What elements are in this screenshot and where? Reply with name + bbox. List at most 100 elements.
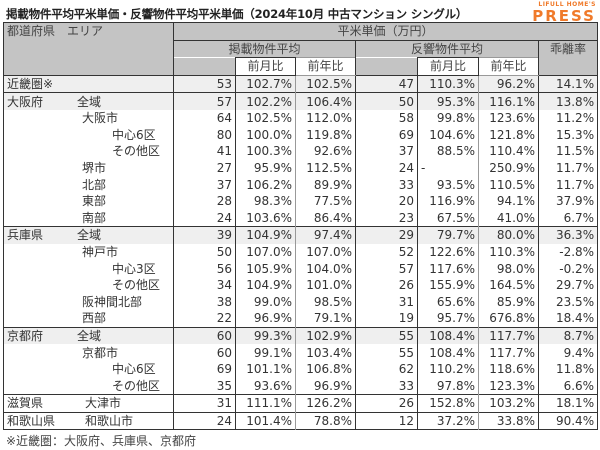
response-price-cell: 55 (355, 344, 418, 361)
table-row: 中心3区 56 105.9% 104.0% 57 117.6% 98.0% -0.2% (4, 260, 598, 277)
header-area: 都道府県 エリア (3, 22, 174, 76)
prefecture-name: 滋賀県 (7, 396, 44, 411)
response-price-cell: 58 (355, 109, 418, 127)
area-name: 全域 (77, 94, 102, 109)
response-yoy-cell: 117.7% (478, 326, 539, 345)
brand-logo: LIFULL HOME'S PRESS (532, 1, 596, 24)
area-name: 中心6区 (112, 127, 156, 142)
listed-mom-cell: 100.0% (235, 126, 296, 144)
area-name: 和歌山市 (85, 413, 134, 428)
listed-yoy-cell: 79.1% (295, 310, 356, 328)
area-name: 全域 (77, 228, 102, 243)
row-label: 北部 (4, 176, 174, 193)
response-price-cell: 19 (355, 310, 418, 328)
listed-price-cell: 38 (173, 293, 236, 311)
divergence-rate-cell: 18.1% (537, 394, 598, 413)
response-mom-cell: 110.3% (417, 74, 479, 93)
listed-mom-cell: 99.3% (235, 326, 296, 345)
table-row: 南部 24 103.6% 86.4% 23 67.5% 41.0% 6.7% (4, 209, 598, 227)
table-row: 和歌山県 和歌山市 24 101.4% 78.8% 12 37.2% 33.8% 90.4% (3, 411, 598, 430)
listed-mom-cell: 98.3% (235, 192, 296, 210)
listed-yoy-cell: 101.0% (295, 276, 356, 294)
listed-yoy-cell: 78.8% (295, 411, 356, 430)
area-name: 大阪市 (82, 111, 119, 126)
table-row: その他区 35 93.6% 96.9% 33 97.8% 123.3% 6.6% (4, 377, 598, 395)
response-mom-cell: 117.6% (417, 260, 479, 277)
header-listed-mom: 前月比 (235, 57, 296, 76)
listed-mom-cell: 106.2% (235, 176, 296, 193)
header-price-group: 平米単価（万円） (172, 22, 599, 41)
response-yoy-cell: 116.1% (478, 92, 539, 110)
divergence-rate-cell: 15.3% (537, 126, 598, 144)
response-mom-cell: 99.8% (417, 109, 479, 127)
listed-yoy-cell: 126.2% (295, 394, 356, 413)
response-mom-cell: 67.5% (417, 209, 479, 227)
row-label: 阪神間北部 (4, 294, 174, 311)
listed-price-cell: 35 (173, 377, 236, 395)
response-price-cell: 55 (355, 326, 418, 345)
row-label: 中心6区 (4, 127, 174, 144)
response-price-cell: 20 (355, 192, 418, 210)
listed-mom-cell: 93.6% (235, 377, 296, 395)
listed-mom-cell: 100.3% (235, 143, 296, 160)
response-mom-cell: 93.5% (417, 176, 479, 193)
response-price-cell: 33 (355, 377, 418, 395)
listed-price-cell: 34 (173, 276, 236, 294)
listed-mom-cell: 111.1% (235, 394, 296, 413)
divergence-rate-cell: 9.4% (537, 344, 598, 361)
area-name: 南部 (82, 210, 107, 225)
divergence-rate-cell: 11.7% (537, 176, 598, 193)
listed-price-cell: 60 (173, 326, 236, 345)
response-price-cell: 26 (355, 276, 418, 294)
listed-price-cell: 39 (173, 226, 236, 244)
listed-mom-cell: 95.9% (235, 159, 296, 177)
divergence-rate-cell: 29.7% (537, 276, 598, 294)
header-response-avg: 反響物件平均 (355, 40, 539, 58)
response-price-cell: 26 (355, 394, 418, 413)
area-name: その他区 (112, 278, 161, 293)
listed-yoy-cell: 112.5% (295, 159, 356, 177)
header-response-mom: 前月比 (417, 57, 479, 76)
row-label: 中心6区 (4, 361, 174, 378)
response-mom-cell: 88.5% (417, 143, 479, 160)
listed-yoy-cell: 77.5% (295, 192, 356, 210)
response-price-cell: 33 (355, 176, 418, 193)
area-name: 阪神間北部 (82, 294, 143, 309)
divergence-rate-cell: 14.1% (537, 74, 598, 93)
listed-price-cell: 31 (173, 394, 236, 413)
row-label: その他区 (4, 143, 174, 160)
listed-yoy-cell: 96.9% (295, 377, 356, 395)
listed-yoy-cell: 102.9% (295, 326, 356, 345)
table-row: 大阪府 全域 57 102.2% 106.4% 50 95.3% 116.1% 13.8% (3, 92, 598, 110)
response-mom-cell: 95.3% (417, 92, 479, 110)
listed-price-cell: 41 (173, 143, 236, 160)
response-mom-cell: 108.4% (417, 326, 479, 345)
listed-mom-cell: 101.4% (235, 411, 296, 430)
divergence-rate-cell: 11.5% (537, 143, 598, 160)
response-mom-cell: 65.6% (417, 293, 479, 311)
row-label: 和歌山県 和歌山市 (3, 411, 174, 430)
listed-mom-cell: 105.9% (235, 260, 296, 277)
table-row: 神戸市 50 107.0% 107.0% 52 122.6% 110.3% -2.8% (4, 243, 598, 261)
header-response-yoy: 前年比 (478, 57, 539, 76)
area-name: 京都市 (82, 345, 119, 360)
listed-yoy-cell: 89.9% (295, 176, 356, 193)
row-label: 大阪府 全域 (3, 92, 174, 110)
response-yoy-cell: 85.9% (478, 293, 539, 311)
response-mom-cell: 79.7% (417, 226, 479, 244)
response-yoy-cell: 103.2% (478, 394, 539, 413)
table-row: 中心6区 80 100.0% 119.8% 69 104.6% 121.8% 15.3% (4, 126, 598, 144)
row-label: 堺市 (4, 160, 174, 177)
area-name: 東部 (82, 194, 107, 209)
response-price-cell: 52 (355, 243, 418, 261)
listed-yoy-cell: 97.4% (295, 226, 356, 244)
row-label: 東部 (4, 193, 174, 210)
response-mom-cell: - (417, 159, 479, 177)
response-yoy-cell: 33.8% (478, 411, 539, 430)
listed-yoy-cell: 86.4% (295, 209, 356, 227)
response-mom-cell: 95.7% (417, 310, 479, 328)
listed-mom-cell: 102.5% (235, 109, 296, 127)
row-label: 西部 (4, 310, 174, 327)
row-label: 滋賀県 大津市 (3, 394, 174, 413)
header-listed-yoy: 前年比 (295, 57, 356, 76)
